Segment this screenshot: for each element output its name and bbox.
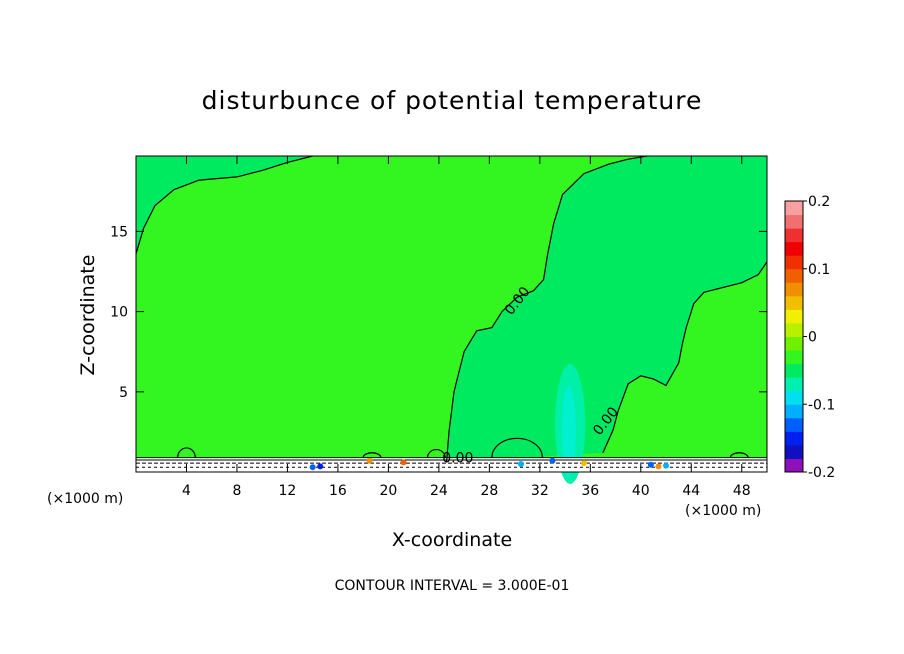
y-tick-label-15: 15 xyxy=(110,224,128,240)
y-tick-label-5: 5 xyxy=(119,385,128,401)
y-tick-label-10: 10 xyxy=(110,305,128,321)
colorbar-segment-2 xyxy=(785,431,803,446)
colorbar-segment-12 xyxy=(785,295,803,310)
contour-bump-1 xyxy=(362,452,382,458)
colorbar-segment-17 xyxy=(785,228,803,243)
ground-speck-6 xyxy=(581,460,588,467)
ground-speck-4 xyxy=(517,460,524,467)
plume-inner xyxy=(561,385,576,478)
colorbar-label-3: -0.1 xyxy=(808,397,835,413)
contour-bump-3 xyxy=(729,452,749,458)
plot-frame xyxy=(135,155,768,473)
contour-bump-0 xyxy=(177,447,196,458)
ground-speck-7 xyxy=(647,461,654,468)
colorbar-segment-18 xyxy=(785,214,803,229)
x-tick-label-36: 36 xyxy=(581,483,599,499)
x-tick-label-40: 40 xyxy=(632,483,650,499)
colorbar-label-0: 0.2 xyxy=(808,194,830,210)
colorbar-segment-1 xyxy=(785,444,803,459)
chart-title: disturbunce of potential temperature xyxy=(201,86,703,115)
colorbar-segment-3 xyxy=(785,417,803,432)
x-tick-label-44: 44 xyxy=(682,483,700,499)
colorbar-segment-5 xyxy=(785,390,803,405)
ground-speck-1 xyxy=(317,463,324,470)
colorbar-segment-7 xyxy=(785,363,803,378)
colorbar-segment-11 xyxy=(785,309,803,324)
ground-speck-2 xyxy=(366,457,373,464)
colorbar-segment-6 xyxy=(785,377,803,392)
contour-bump-2 xyxy=(491,437,543,458)
x-tick-label-12: 12 xyxy=(279,483,297,499)
colorbar-segment-8 xyxy=(785,350,803,365)
colorbar-segment-19 xyxy=(785,201,803,216)
colorbar-label-4: -0.2 xyxy=(808,465,835,481)
zero-contour-right-2 xyxy=(602,261,768,454)
near-zero-region-right xyxy=(446,156,767,463)
contour-interval-note: CONTOUR INTERVAL = 3.000E-01 xyxy=(334,578,570,594)
colorbar-segment-10 xyxy=(785,322,803,337)
x-tick-label-24: 24 xyxy=(430,483,448,499)
contour-bump-4 xyxy=(426,448,446,458)
colorbar-segment-0 xyxy=(785,458,803,473)
x-tick-label-28: 28 xyxy=(480,483,498,499)
colorbar-segment-15 xyxy=(785,255,803,270)
ground-layer xyxy=(136,457,767,472)
x-tick-label-4: 4 xyxy=(182,483,191,499)
zero-contour-right xyxy=(445,155,648,463)
colorbar-label-1: 0.1 xyxy=(808,262,830,278)
x-tick-label-48: 48 xyxy=(733,483,751,499)
ground-speck-8 xyxy=(655,463,662,470)
ground-speck-9 xyxy=(663,462,670,469)
x-tick-label-20: 20 xyxy=(379,483,397,499)
z-axis-label: Z-coordinate xyxy=(77,254,99,376)
ground-speck-5 xyxy=(549,457,556,464)
x-unit-left: (×1000 m) xyxy=(47,491,124,507)
x-tick-label-16: 16 xyxy=(329,483,347,499)
colorbar-segment-9 xyxy=(785,336,803,351)
colorbar-segment-14 xyxy=(785,268,803,283)
ground-speck-0 xyxy=(309,464,316,471)
x-axis-label: X-coordinate xyxy=(391,529,513,551)
x-tick-label-32: 32 xyxy=(531,483,549,499)
colorbar-segment-16 xyxy=(785,241,803,256)
colorbar-segment-13 xyxy=(785,282,803,297)
ground-speck-3 xyxy=(400,459,407,466)
near-zero-region-left xyxy=(136,156,313,254)
x-tick-label-8: 8 xyxy=(232,483,241,499)
zero-contour-left xyxy=(135,155,313,254)
colorbar-segment-4 xyxy=(785,404,803,419)
contour-label-2: 0.00 xyxy=(442,450,473,466)
x-unit-right: (×1000 m) xyxy=(685,503,762,519)
colorbar-label-2: 0 xyxy=(808,330,817,346)
